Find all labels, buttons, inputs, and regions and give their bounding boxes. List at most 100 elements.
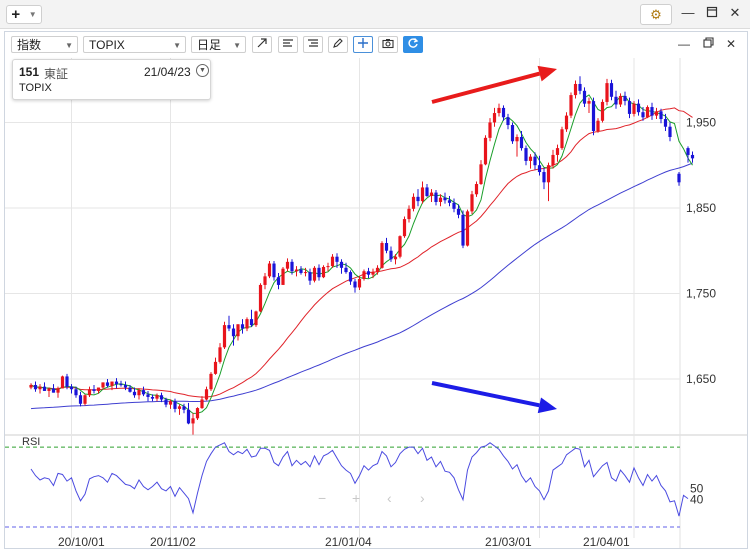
candle-body xyxy=(294,269,299,272)
chart-window: 指数 ▼ TOPIX ▼ 日足 ▼ — ✕ xyxy=(4,31,748,549)
candle-body xyxy=(195,408,200,419)
align-left-button[interactable] xyxy=(278,36,298,53)
candle-body xyxy=(492,113,497,123)
candle-body xyxy=(344,267,348,273)
candle-body xyxy=(290,261,294,272)
candle-body xyxy=(357,278,362,288)
candle-body xyxy=(141,390,146,395)
title-bar: + ▼ ⚙ — ✕ xyxy=(0,0,750,29)
candle-body xyxy=(155,395,159,399)
candle-body xyxy=(474,184,479,195)
candle-body xyxy=(411,196,416,209)
candle-body xyxy=(191,418,195,424)
candle-body xyxy=(569,95,573,116)
candle-body xyxy=(425,187,429,196)
candle-body xyxy=(272,263,276,278)
trend-line-button[interactable] xyxy=(252,36,272,53)
candle-body xyxy=(92,389,96,391)
candle-body xyxy=(578,83,582,91)
time-axis-label: 20/10/01 xyxy=(58,535,105,548)
chart-navigation: − + ‹ › xyxy=(318,490,425,506)
candle-body xyxy=(560,129,564,149)
candle-body xyxy=(533,156,537,166)
settings-button[interactable]: ⚙ xyxy=(640,4,672,25)
candle-body xyxy=(231,328,236,337)
scroll-right-icon[interactable]: › xyxy=(420,490,425,506)
zoom-in-icon[interactable]: + xyxy=(352,490,360,506)
price-axis-label: 1,750 xyxy=(686,286,716,300)
symbol-value: TOPIX xyxy=(89,38,125,52)
candle-body xyxy=(416,196,420,202)
screenshot-button[interactable] xyxy=(378,36,398,53)
candle-body xyxy=(276,277,281,285)
candle-body xyxy=(510,125,515,142)
candle-body xyxy=(596,120,600,132)
candle-body xyxy=(546,165,551,183)
candle-body xyxy=(479,164,483,185)
candle-body xyxy=(636,103,641,113)
new-tab-button[interactable]: + ▼ xyxy=(6,5,42,24)
candle-body xyxy=(519,136,524,149)
zoom-out-icon[interactable]: − xyxy=(318,490,326,506)
candle-body xyxy=(182,406,186,410)
candle-body xyxy=(438,197,443,202)
info-date: 21/04/23 xyxy=(144,65,191,79)
candle-body xyxy=(677,173,681,183)
candle-body xyxy=(227,325,231,329)
period-select[interactable]: 日足 ▼ xyxy=(191,36,246,53)
crosshair-icon xyxy=(358,38,368,48)
candle-body xyxy=(398,236,402,257)
chart-restore-button[interactable] xyxy=(701,37,715,51)
candle-body xyxy=(641,112,645,118)
rsi-line xyxy=(30,442,689,517)
candle-body xyxy=(114,381,119,385)
candle-body xyxy=(168,401,173,405)
candle-body xyxy=(245,319,249,329)
crosshair-button[interactable] xyxy=(353,36,373,53)
stock-info-box: 151 東証 21/04/23 ▼ TOPIX xyxy=(12,59,211,100)
category-select[interactable]: 指数 ▼ xyxy=(11,36,78,53)
candle-body xyxy=(551,154,555,166)
candle-body xyxy=(285,261,290,269)
candle-body xyxy=(371,272,375,275)
candle-body xyxy=(429,192,434,196)
price-axis-label: 1,850 xyxy=(686,201,716,215)
candle-body xyxy=(690,154,695,159)
close-button[interactable]: ✕ xyxy=(728,6,742,20)
chart-close-button[interactable]: ✕ xyxy=(724,37,738,51)
candle-body xyxy=(159,395,164,400)
chevron-down-icon[interactable]: ▼ xyxy=(196,64,209,77)
minimize-button[interactable]: — xyxy=(681,6,695,20)
refresh-button[interactable] xyxy=(403,36,423,53)
candle-body xyxy=(456,208,461,215)
align-right-button[interactable] xyxy=(303,36,323,53)
candle-body xyxy=(555,148,560,155)
align-left-icon xyxy=(283,39,293,47)
scroll-left-icon[interactable]: ‹ xyxy=(387,490,392,506)
candle-body xyxy=(186,409,191,424)
maximize-button[interactable] xyxy=(705,6,719,20)
category-value: 指数 xyxy=(17,38,42,52)
period-value: 日足 xyxy=(197,38,222,52)
candle-body xyxy=(420,187,425,202)
candle-body xyxy=(537,165,542,173)
candle-body xyxy=(659,111,663,120)
candle-body xyxy=(564,115,569,130)
candle-body xyxy=(209,373,213,390)
chart-toolbar: 指数 ▼ TOPIX ▼ 日足 ▼ — ✕ xyxy=(5,32,747,58)
symbol-select[interactable]: TOPIX ▼ xyxy=(83,36,186,53)
ma-long-line xyxy=(30,162,693,410)
draw-button[interactable] xyxy=(328,36,348,53)
candle-body xyxy=(483,137,488,165)
candle-body xyxy=(69,386,74,390)
candle-body xyxy=(119,384,123,386)
market-label: 東証 xyxy=(44,67,69,81)
candle-body xyxy=(515,136,519,142)
candle-body xyxy=(668,126,672,137)
candle-body xyxy=(402,219,407,237)
candle-body xyxy=(470,194,474,212)
candle-body xyxy=(627,101,632,114)
chart-minimize-button[interactable]: — xyxy=(677,37,691,51)
stock-chart[interactable]: 1,950 1,850 1,750 1,650 20/10/01 20/11/02 21/0… xyxy=(5,58,747,548)
chevron-down-icon: ▼ xyxy=(233,41,241,50)
